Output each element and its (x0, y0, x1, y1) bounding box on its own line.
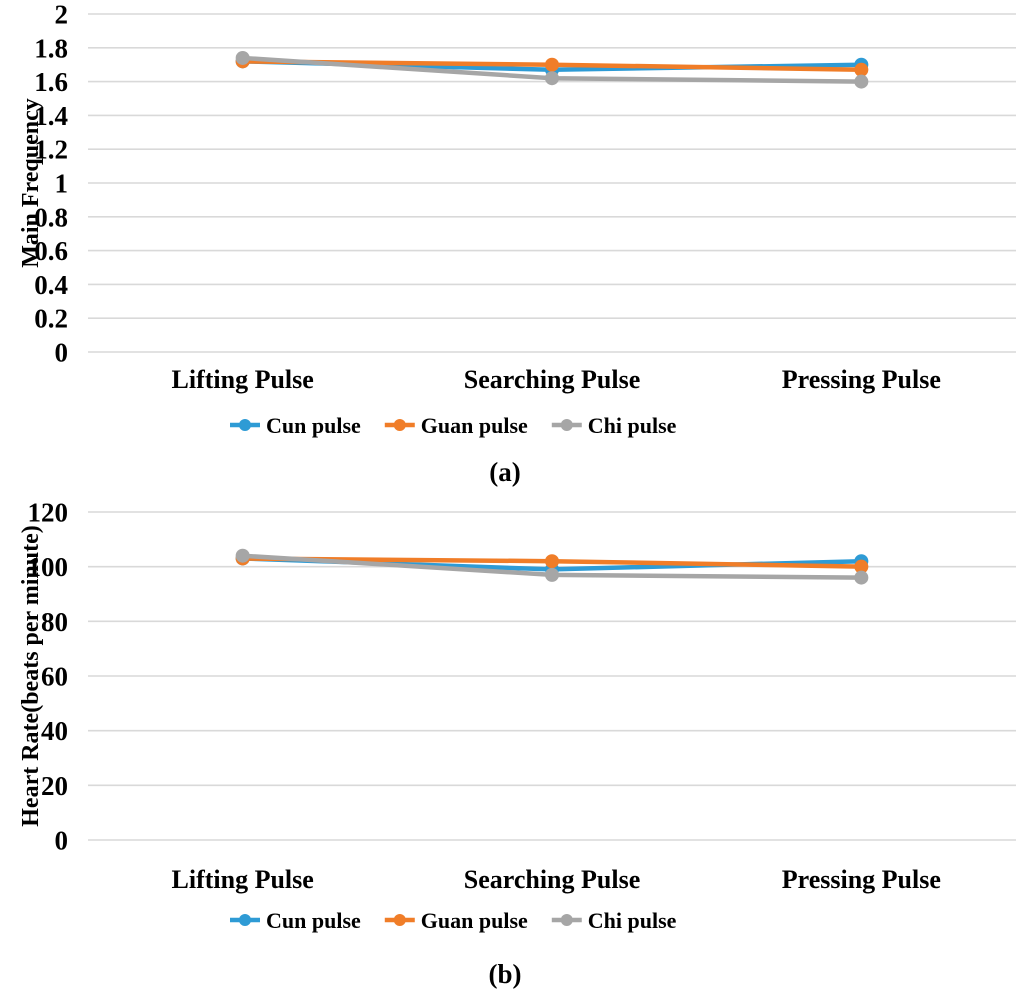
y-tick-label: 1.2 (34, 135, 68, 165)
data-point-chi-pulse-1 (545, 567, 559, 582)
legend-label-guan-pulse: Guan pulse (421, 908, 528, 933)
y-axis-title-heart-rate: Heart Rate(beats per minute) (18, 525, 44, 826)
x-category-label: Pressing Pulse (782, 365, 941, 394)
y-tick-label: 1.8 (34, 33, 68, 63)
legend-item-guan-pulse: Guan pulse (384, 413, 528, 438)
y-tick-label: 100 (28, 552, 69, 582)
data-point-guan-pulse-2 (854, 559, 869, 574)
legend-item-cun-pulse: Cun pulse (230, 413, 361, 438)
legend-label-cun-pulse: Cun pulse (266, 413, 361, 438)
data-point-chi-pulse-2 (854, 74, 869, 89)
y-tick-label: 120 (28, 497, 69, 527)
data-point-chi-pulse-0 (235, 548, 250, 563)
y-tick-label: 0 (55, 337, 69, 367)
panel-caption-b: (b) (489, 959, 522, 989)
y-tick-label: 0.2 (34, 304, 68, 334)
data-point-chi-pulse-0 (235, 50, 250, 65)
y-tick-label: 0 (55, 825, 69, 855)
x-category-label: Lifting Pulse (172, 365, 314, 394)
y-tick-label: 1.4 (34, 101, 68, 131)
panel-caption-a: (a) (489, 457, 520, 487)
y-tick-label: 0.8 (34, 202, 68, 232)
chart-panel-b: 120 100 80 60 40 20 0 Lifting Pulse Searching Pu… (28, 497, 1016, 933)
legend: Cun pulse Guan pulse Chi pulse (230, 908, 677, 933)
legend-label-guan-pulse: Guan pulse (421, 413, 528, 438)
legend-item-chi-pulse: Chi pulse (551, 413, 677, 438)
y-tick-label: 40 (41, 716, 68, 746)
x-category-label: Searching Pulse (464, 865, 640, 894)
y-tick-label: 1.6 (34, 67, 68, 97)
y-tick-label: 80 (41, 607, 68, 637)
chart-panel-a: 2 1.8 1.6 1.4 1.21 0.8 0.6 0.4 0.20 Lifting Pulse… (34, 0, 1016, 438)
legend-item-chi-pulse: Chi pulse (551, 908, 677, 933)
legend: Cun pulse Guan pulse Chi pulse (230, 413, 677, 438)
data-point-chi-pulse-2 (854, 570, 869, 585)
data-point-guan-pulse-1 (545, 554, 559, 569)
legend-label-cun-pulse: Cun pulse (266, 908, 361, 933)
x-category-label: Searching Pulse (464, 365, 640, 394)
y-tick-label: 0.6 (34, 236, 68, 266)
legend-marker-dot-guan-pulse (393, 419, 406, 431)
legend-label-chi-pulse: Chi pulse (588, 413, 677, 438)
data-point-guan-pulse-1 (545, 57, 559, 72)
legend-marker-dot-chi-pulse (560, 419, 573, 431)
legend-item-cun-pulse: Cun pulse (230, 908, 361, 933)
legend-marker-dot-cun-pulse (239, 419, 251, 431)
x-category-label: Lifting Pulse (172, 865, 314, 894)
legend-marker-dot-guan-pulse (393, 914, 406, 926)
data-point-guan-pulse-2 (854, 62, 869, 77)
y-tick-label: 20 (41, 771, 68, 801)
legend-label-chi-pulse: Chi pulse (588, 908, 677, 933)
y-tick-label: 60 (41, 661, 68, 691)
y-tick-label: 1 (55, 168, 69, 198)
legend-marker-dot-chi-pulse (560, 914, 573, 926)
y-tick-label: 2 (55, 0, 69, 29)
legend-item-guan-pulse: Guan pulse (384, 908, 528, 933)
x-category-label: Pressing Pulse (782, 865, 941, 894)
data-point-chi-pulse-1 (545, 71, 559, 86)
y-axis-title-main-frequency: Main Frequency (18, 98, 44, 268)
y-tick-label: 0.4 (34, 270, 68, 300)
legend-marker-dot-cun-pulse (239, 914, 251, 926)
